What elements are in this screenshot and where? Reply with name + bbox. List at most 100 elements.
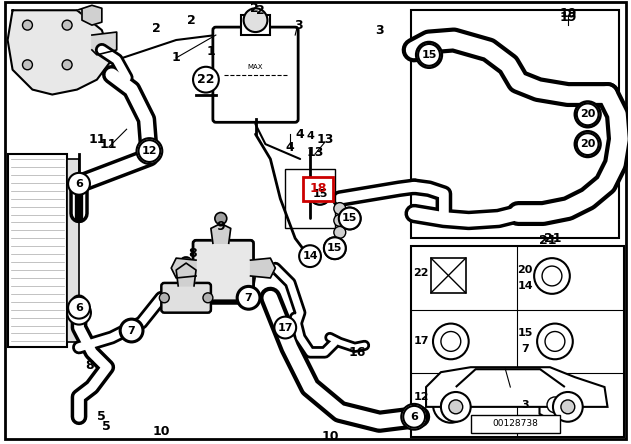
Polygon shape [77, 5, 102, 25]
Text: 1: 1 [206, 45, 215, 59]
Text: 20: 20 [580, 139, 596, 149]
Circle shape [553, 392, 582, 422]
Circle shape [418, 44, 440, 66]
Bar [8, 154, 67, 347]
Circle shape [274, 317, 296, 338]
Polygon shape [92, 32, 117, 55]
FancyBboxPatch shape [162, 283, 211, 313]
Circle shape [547, 397, 563, 413]
Text: 21: 21 [544, 232, 562, 245]
Circle shape [416, 42, 442, 68]
Circle shape [67, 301, 91, 325]
Text: 20: 20 [580, 109, 596, 119]
Text: 17: 17 [413, 337, 429, 346]
Circle shape [433, 387, 469, 423]
Circle shape [203, 293, 213, 303]
FancyBboxPatch shape [213, 27, 298, 122]
Circle shape [534, 258, 570, 294]
Text: 6: 6 [75, 179, 83, 189]
Bar [471, 415, 560, 432]
Text: 3: 3 [521, 400, 529, 410]
Circle shape [68, 173, 90, 194]
Text: 20: 20 [517, 265, 533, 275]
Circle shape [62, 20, 72, 30]
Circle shape [120, 319, 143, 342]
Circle shape [334, 202, 346, 214]
Circle shape [334, 214, 346, 226]
Text: 15: 15 [327, 243, 343, 253]
Text: 14: 14 [302, 251, 318, 261]
Circle shape [324, 237, 346, 259]
Text: 1: 1 [172, 52, 180, 64]
Circle shape [309, 183, 331, 205]
Circle shape [545, 332, 565, 351]
Text: 2: 2 [250, 2, 259, 15]
Text: 5: 5 [102, 420, 111, 433]
Text: 6: 6 [75, 303, 83, 313]
Text: 7: 7 [245, 293, 252, 303]
Circle shape [334, 226, 346, 238]
Bar [431, 258, 466, 293]
Circle shape [542, 266, 562, 286]
FancyBboxPatch shape [193, 240, 254, 301]
Text: 17: 17 [278, 322, 293, 333]
Text: 00128738: 00128738 [492, 419, 538, 428]
Bar [285, 169, 335, 228]
Text: 22: 22 [413, 268, 429, 278]
Polygon shape [211, 223, 231, 243]
Text: 4: 4 [296, 128, 305, 141]
Text: 19: 19 [559, 7, 577, 20]
Text: 7: 7 [521, 345, 529, 354]
Text: 6: 6 [417, 408, 425, 418]
Text: 19: 19 [559, 11, 577, 24]
Circle shape [339, 208, 360, 230]
Text: 12: 12 [142, 146, 157, 156]
Text: 15: 15 [422, 50, 437, 60]
Text: 14: 14 [517, 281, 533, 291]
Circle shape [403, 406, 425, 428]
Circle shape [441, 332, 461, 351]
Text: 6: 6 [410, 412, 418, 422]
Text: 10: 10 [153, 425, 170, 438]
Text: 15: 15 [312, 189, 327, 198]
Text: 18: 18 [309, 182, 327, 195]
Text: 9: 9 [216, 220, 225, 233]
Circle shape [238, 287, 259, 309]
Text: 22: 22 [197, 73, 215, 86]
Text: 2: 2 [187, 14, 196, 27]
Circle shape [324, 237, 346, 259]
Text: MAX: MAX [248, 64, 263, 70]
Circle shape [136, 138, 162, 164]
Circle shape [401, 404, 427, 430]
Polygon shape [171, 258, 196, 278]
Text: 3: 3 [294, 19, 302, 32]
Circle shape [62, 60, 72, 70]
Circle shape [433, 324, 469, 359]
Circle shape [575, 102, 601, 127]
Bar [303, 177, 333, 201]
Text: 8: 8 [189, 247, 198, 260]
Text: 10: 10 [321, 430, 339, 443]
Circle shape [441, 395, 461, 415]
Circle shape [537, 324, 573, 359]
Circle shape [577, 133, 599, 155]
Text: 4: 4 [286, 141, 295, 154]
Circle shape [121, 320, 143, 341]
Circle shape [561, 400, 575, 414]
Text: 8: 8 [86, 359, 94, 372]
Circle shape [160, 293, 169, 303]
Polygon shape [8, 10, 112, 95]
Text: 5: 5 [97, 410, 106, 423]
Circle shape [68, 297, 90, 319]
Text: 11: 11 [88, 133, 105, 146]
Circle shape [215, 213, 227, 224]
Text: 16: 16 [349, 346, 367, 359]
Circle shape [577, 103, 599, 125]
Text: 11: 11 [100, 138, 117, 151]
Text: 2: 2 [152, 22, 161, 35]
Text: 13: 13 [316, 133, 334, 146]
Bar [67, 159, 79, 342]
Circle shape [23, 20, 32, 30]
Text: 13: 13 [306, 146, 324, 159]
Circle shape [244, 8, 268, 32]
